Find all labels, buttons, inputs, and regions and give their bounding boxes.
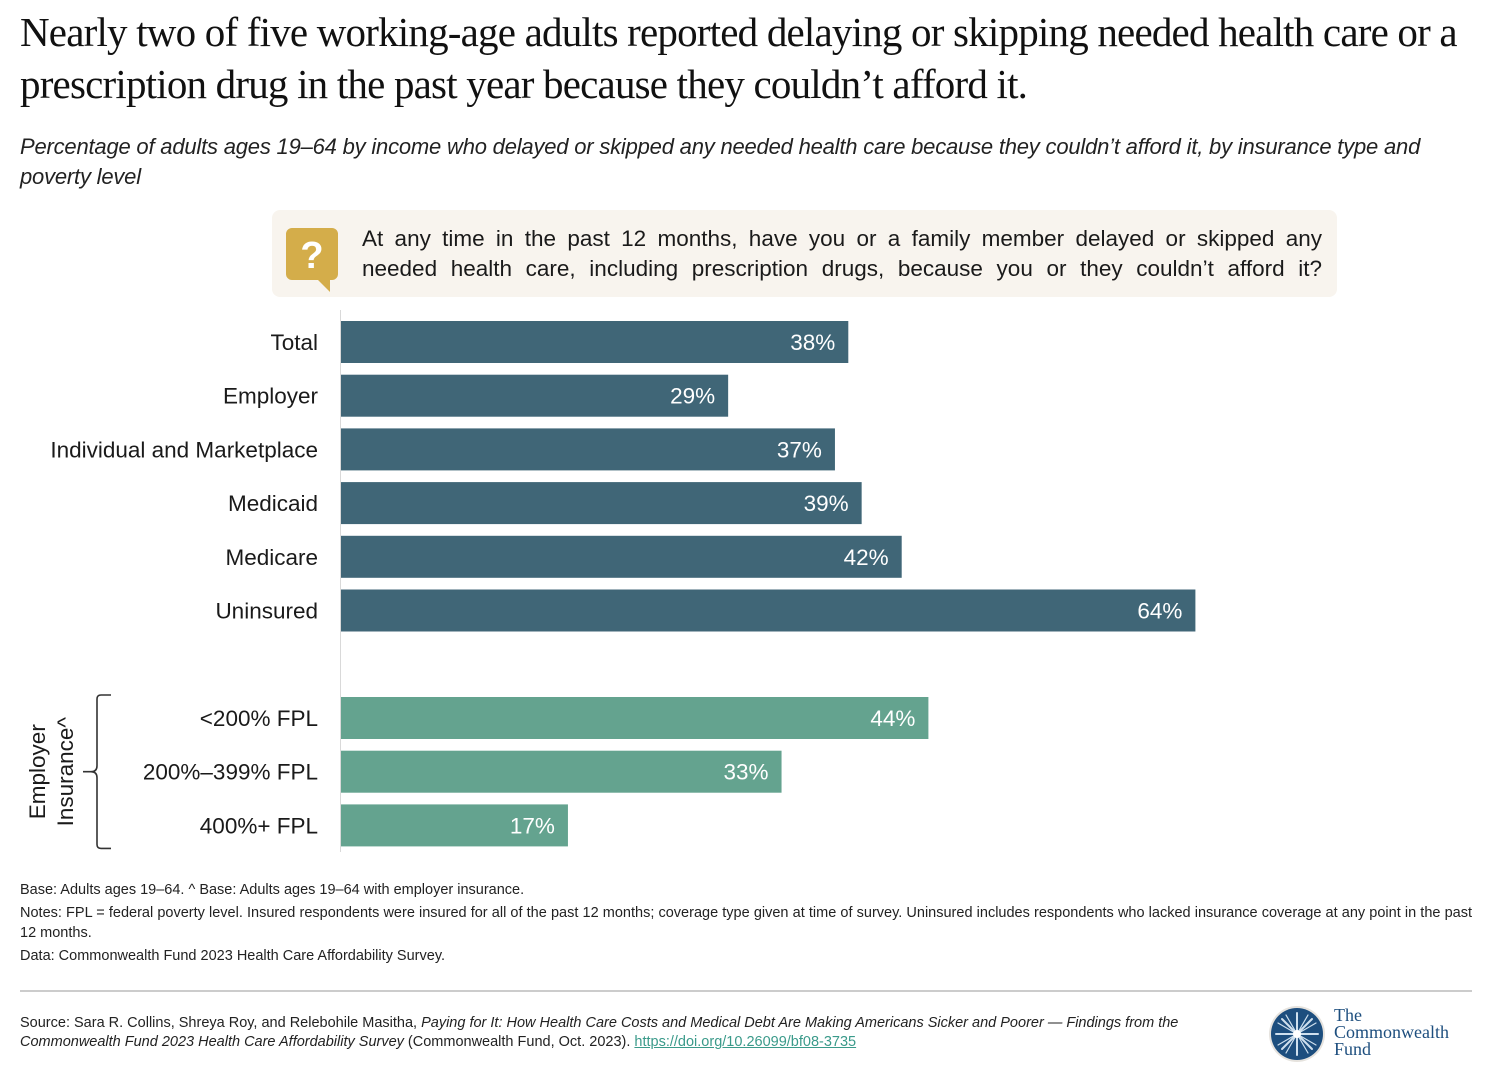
chart-subtitle: Percentage of adults ages 19–64 by incom… [20, 134, 1421, 189]
source-doi-link[interactable]: https://doi.org/10.26099/bf08-3735 [634, 1034, 857, 1050]
source-suffix: (Commonwealth Fund, Oct. 2023). [403, 1034, 635, 1050]
logo-line-3: Fund [1334, 1039, 1372, 1059]
svg-text:?: ? [300, 235, 323, 277]
data-label: 29% [670, 384, 715, 409]
category-label: <200% FPL [200, 706, 318, 731]
source-prefix: Source: Sara R. Collins, Shreya Roy, and… [20, 1015, 422, 1031]
data-label: 37% [777, 437, 822, 462]
bar-0-2 [341, 428, 835, 471]
logo-line-2: Commonwealth [1334, 1022, 1449, 1042]
source-title: Paying for It: How Health Care Costs and… [20, 1015, 1179, 1050]
category-label: Uninsured [215, 599, 318, 624]
survey-question-line-2: needed health care, including prescripti… [362, 256, 1322, 281]
bar-0-5 [341, 589, 1196, 632]
footer-divider [20, 990, 1472, 992]
category-label: Medicare [225, 545, 318, 570]
data-label: 44% [870, 706, 915, 731]
category-label: Individual and Marketplace [50, 437, 318, 462]
data-note: Data: Commonwealth Fund 2023 Health Care… [20, 948, 446, 964]
bar-0-0 [341, 321, 849, 363]
page-title: Nearly two of five working-age adults re… [20, 9, 1458, 107]
question-speech-bubble-icon: ? [286, 228, 338, 292]
category-label: 200%–399% FPL [143, 760, 318, 785]
data-label: 33% [724, 760, 769, 785]
category-label: 400%+ FPL [200, 813, 318, 838]
notes-text: Notes: FPL = federal poverty level. Insu… [20, 905, 1472, 941]
survey-question-line-1: At any time in the past 12 months, have … [362, 226, 1322, 251]
group-label-line-1: Employer [25, 724, 50, 820]
survey-question-box: ? At any time in the past 12 months, hav… [272, 210, 1337, 297]
logo-line-1: The [1334, 1005, 1362, 1025]
data-label: 42% [844, 545, 889, 570]
bar-0-3 [341, 482, 862, 525]
data-label: 17% [510, 813, 555, 838]
source-citation: Source: Sara R. Collins, Shreya Roy, and… [20, 1014, 1230, 1052]
chart-notes: Base: Adults ages 19–64. ^ Base: Adults … [20, 880, 1472, 969]
category-label: Medicaid [228, 491, 318, 516]
bar-1-1 [341, 750, 782, 793]
logo-wordmark: The Commonwealth Fund [1334, 1005, 1449, 1059]
survey-question-text: At any time in the past 12 months, have … [362, 224, 1322, 284]
data-label: 64% [1137, 599, 1182, 624]
base-note: Base: Adults ages 19–64. ^ Base: Adults … [20, 882, 525, 898]
group-bracket [83, 694, 111, 850]
group-label-line-2: Insurance^ [53, 717, 78, 827]
commonwealth-fund-logo[interactable]: The Commonwealth Fund [1268, 1005, 1488, 1065]
commonwealth-fund-emblem-icon [1269, 1006, 1325, 1062]
bar-1-2 [341, 804, 568, 847]
data-label: 39% [804, 491, 849, 516]
bar-chart: Total 38% Employer 29% Individual and Market… [25, 310, 1196, 852]
category-label: Total [270, 330, 318, 355]
data-label: 38% [790, 330, 835, 355]
bar-0-1 [341, 374, 729, 417]
category-label: Employer [223, 384, 319, 409]
bar-1-0 [341, 697, 929, 739]
bar-0-4 [341, 535, 902, 578]
